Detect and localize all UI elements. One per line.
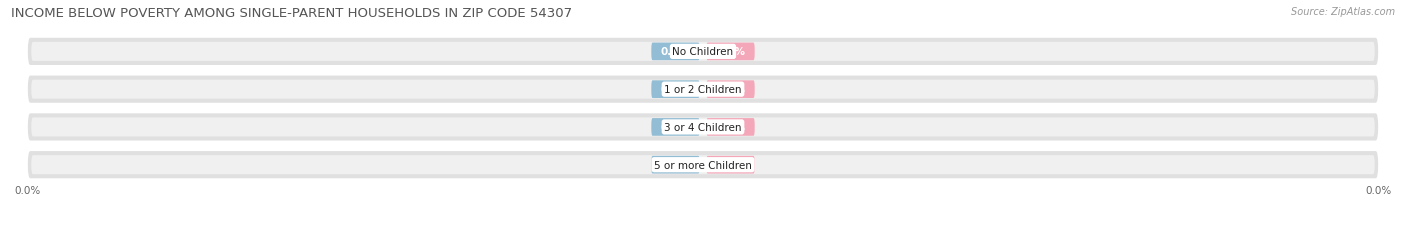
Text: 5 or more Children: 5 or more Children <box>654 160 752 170</box>
FancyBboxPatch shape <box>651 119 700 136</box>
Text: 0.0%: 0.0% <box>14 185 41 195</box>
Text: Source: ZipAtlas.com: Source: ZipAtlas.com <box>1291 7 1395 17</box>
FancyBboxPatch shape <box>651 156 700 174</box>
Text: 3 or 4 Children: 3 or 4 Children <box>664 122 742 132</box>
FancyBboxPatch shape <box>651 81 700 99</box>
FancyBboxPatch shape <box>28 152 1378 179</box>
Text: 0.0%: 0.0% <box>661 160 690 170</box>
FancyBboxPatch shape <box>28 114 1378 141</box>
FancyBboxPatch shape <box>706 81 755 99</box>
FancyBboxPatch shape <box>31 43 1375 62</box>
FancyBboxPatch shape <box>651 43 700 61</box>
Text: 0.0%: 0.0% <box>716 160 745 170</box>
Text: 0.0%: 0.0% <box>716 85 745 95</box>
Text: 1 or 2 Children: 1 or 2 Children <box>664 85 742 95</box>
FancyBboxPatch shape <box>31 118 1375 137</box>
Text: 0.0%: 0.0% <box>661 85 690 95</box>
Text: 0.0%: 0.0% <box>716 122 745 132</box>
FancyBboxPatch shape <box>706 119 755 136</box>
Text: 0.0%: 0.0% <box>661 122 690 132</box>
Text: 0.0%: 0.0% <box>1365 185 1392 195</box>
Text: 0.0%: 0.0% <box>661 47 690 57</box>
Text: 0.0%: 0.0% <box>716 47 745 57</box>
FancyBboxPatch shape <box>31 80 1375 99</box>
FancyBboxPatch shape <box>28 76 1378 103</box>
FancyBboxPatch shape <box>31 155 1375 174</box>
FancyBboxPatch shape <box>28 39 1378 66</box>
Text: INCOME BELOW POVERTY AMONG SINGLE-PARENT HOUSEHOLDS IN ZIP CODE 54307: INCOME BELOW POVERTY AMONG SINGLE-PARENT… <box>11 7 572 20</box>
Text: No Children: No Children <box>672 47 734 57</box>
FancyBboxPatch shape <box>706 156 755 174</box>
FancyBboxPatch shape <box>706 43 755 61</box>
